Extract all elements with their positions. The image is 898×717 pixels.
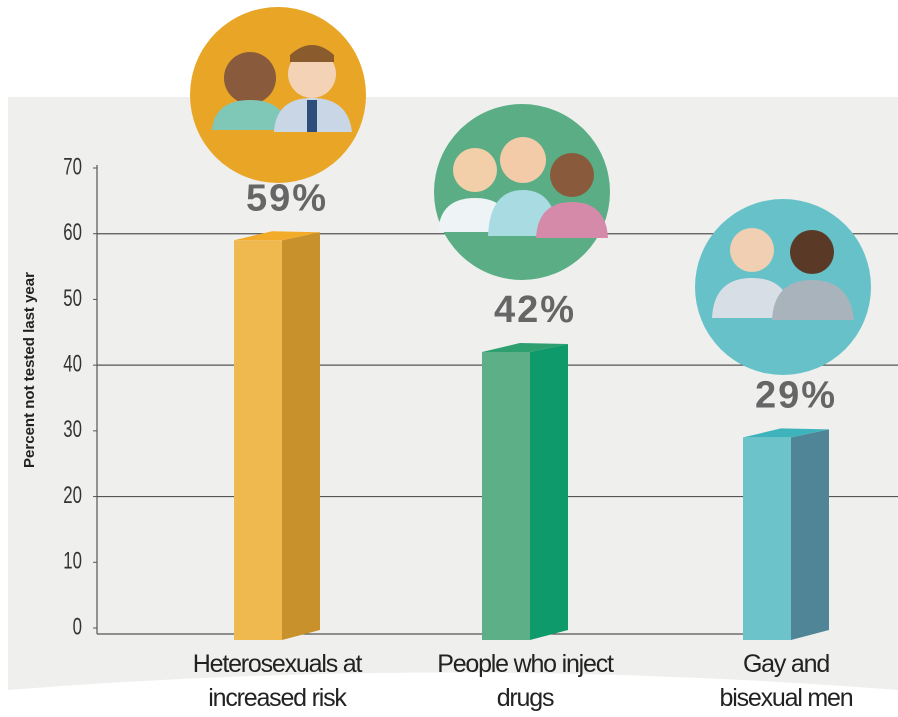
bar-front [234,240,282,641]
icon-circle [190,7,366,183]
panel [8,97,898,690]
bar-top [482,343,568,352]
bar-side [791,429,829,640]
y-tick-label: 10 [63,548,82,575]
bar-side [282,232,320,641]
icon-head [453,148,497,192]
icon-body [536,202,608,238]
y-tick-label: 60 [63,219,82,246]
y-axis-label: Percent not tested last year [21,272,38,468]
x-tick-label: Heterosexuals at increased risk [192,650,363,712]
icon-body [712,278,792,318]
x-tick-label: People who inject drugs [437,650,614,712]
icon-hair [290,45,334,62]
icon-head [730,228,774,272]
icon-body [212,100,288,130]
y-tick-label: 30 [63,416,82,443]
bar-top [743,428,829,438]
bar-front [743,437,791,640]
bar-front [482,352,530,640]
y-tick-label: 20 [63,482,82,509]
icon-head [224,52,276,104]
icons [190,7,871,375]
icon-head [790,230,834,274]
bar-side [530,344,568,640]
icon-head [550,153,594,197]
value-label: 42% [494,289,576,331]
icon-circle [695,199,871,375]
bar-top [234,231,320,241]
y-tick-label: 0 [73,613,82,640]
y-tick-label: 70 [63,153,82,180]
icon-body [772,280,854,320]
icon-tie [307,100,317,132]
y-tick-label: 40 [63,351,82,378]
icon-head [500,137,546,183]
value-label: 29% [755,374,837,416]
y-tick-label: 50 [63,285,82,312]
x-tick-label: Gay and bisexual men [719,650,854,712]
value-label: 59% [246,177,328,219]
